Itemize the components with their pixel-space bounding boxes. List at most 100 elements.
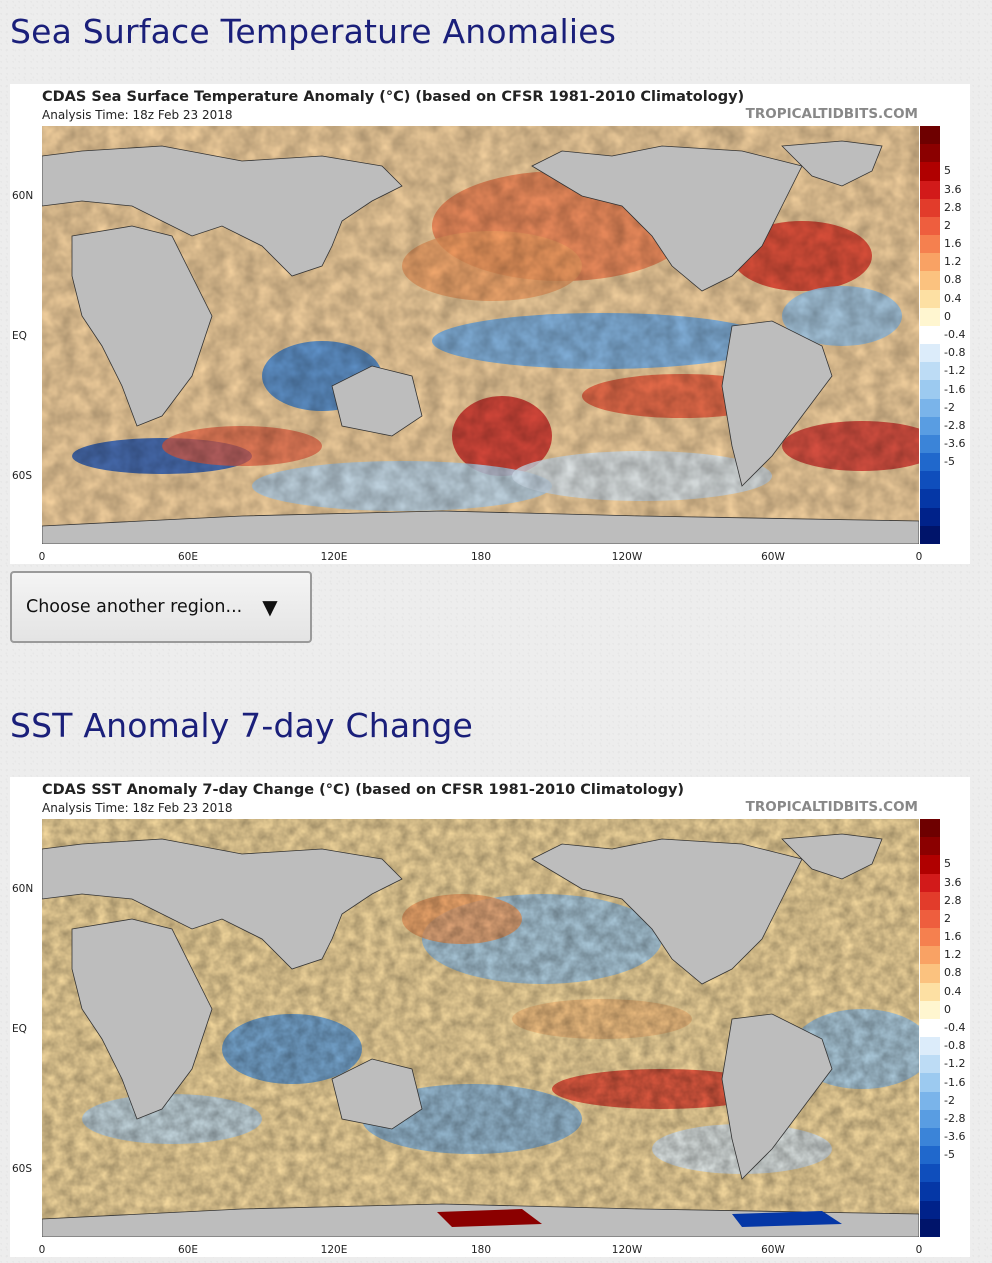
colorbar-tick-label: 5	[944, 857, 951, 871]
lon-label-120w: 120W	[611, 1244, 643, 1256]
colorbar-cell	[920, 198, 940, 218]
colorbar-tick-label: 0.4	[944, 291, 962, 305]
colorbar-tick-label: 0.8	[944, 966, 962, 980]
colorbar-cell	[920, 928, 940, 947]
figure-credit: TROPICALTIDBITS.COM	[745, 799, 918, 815]
colorbar-tick-label: -3.6	[944, 1130, 966, 1144]
lat-label-60n: 60N	[12, 883, 34, 895]
colorbar-cell	[920, 909, 940, 929]
colorbar-cell	[920, 344, 940, 363]
colorbar-tick-label: -1.2	[944, 364, 966, 378]
lon-label-60e: 60E	[178, 1244, 198, 1256]
colorbar-cell	[920, 144, 940, 163]
colorbar-tick-label: 0.4	[944, 984, 962, 998]
colorbar	[920, 126, 940, 545]
colorbar-cell	[920, 819, 940, 838]
colorbar-tick-label: 1.6	[944, 237, 962, 251]
colorbar-cell	[920, 289, 940, 309]
figure-title: CDAS Sea Surface Temperature Anomaly (°C…	[42, 89, 745, 105]
colorbar-tick-label: 1.2	[944, 948, 962, 962]
colorbar-cell	[920, 453, 940, 472]
chevron-down-icon: ▼	[262, 595, 278, 619]
colorbar-tick-label: 1.6	[944, 930, 962, 944]
colorbar-tick-label: 2.8	[944, 200, 962, 214]
region-select-label: Choose another region...	[26, 597, 243, 617]
lat-label-eq: EQ	[12, 1023, 27, 1035]
colorbar-tick-label: -1.6	[944, 1075, 966, 1089]
lon-label-180: 180	[470, 1244, 492, 1256]
colorbar-cell	[920, 416, 940, 436]
colorbar-cell	[920, 398, 940, 418]
colorbar-cell	[920, 964, 940, 984]
colorbar-cell	[920, 380, 940, 400]
colorbar-cell	[920, 271, 940, 291]
colorbar-cell	[920, 126, 940, 145]
lon-label-120e: 120E	[320, 1244, 348, 1256]
colorbar-cell	[920, 180, 940, 200]
lon-label-120e: 120E	[320, 551, 348, 563]
lon-label-120w: 120W	[611, 551, 643, 563]
colorbar-cell	[920, 507, 940, 527]
colorbar-cell	[920, 1000, 940, 1020]
colorbar-tick-label: -2.8	[944, 1111, 966, 1125]
colorbar-cell	[920, 1109, 940, 1129]
colorbar-cell	[920, 1055, 940, 1074]
colorbar-cell	[920, 253, 940, 272]
lat-label-eq: EQ	[12, 330, 27, 342]
colorbar-cell	[920, 235, 940, 254]
colorbar-cell	[920, 307, 940, 327]
colorbar-tick-label: 5	[944, 164, 951, 178]
lat-label-60s: 60S	[12, 1163, 33, 1175]
colorbar-cell	[920, 525, 940, 545]
lon-label-60e: 60E	[178, 551, 198, 563]
lon-label-60w: 60W	[761, 551, 785, 563]
colorbar-cell	[920, 1182, 940, 1202]
colorbar-cell	[920, 1218, 940, 1238]
sst-7day-change-heading: SST Anomaly 7-day Change	[10, 706, 474, 745]
colorbar-tick-label: 2	[944, 911, 951, 925]
colorbar-cell	[920, 216, 940, 236]
sst-7day-change-figure: CDAS SST Anomaly 7-day Change (°C) (base…	[10, 777, 970, 1257]
colorbar-tick-label: 3.6	[944, 875, 962, 889]
colorbar-cell	[920, 982, 940, 1002]
colorbar-cell	[920, 1037, 940, 1056]
figure-title: CDAS SST Anomaly 7-day Change (°C) (base…	[42, 782, 685, 798]
figure-analysis-time: Analysis Time: 18z Feb 23 2018	[42, 801, 233, 815]
lat-label-60n: 60N	[12, 190, 34, 202]
sst-anomaly-figure: CDAS Sea Surface Temperature Anomaly (°C…	[10, 84, 970, 564]
colorbar-cell	[920, 1073, 940, 1093]
colorbar-tick-label: -2	[944, 1093, 955, 1107]
colorbar-tick-label: 1.2	[944, 255, 962, 269]
colorbar-tick-label: -1.2	[944, 1057, 966, 1071]
lon-label-0-west: 0	[38, 551, 46, 563]
colorbar-tick-label: -0.4	[944, 1021, 966, 1034]
lon-label-60w: 60W	[761, 1244, 785, 1256]
lat-label-60s: 60S	[12, 470, 33, 482]
colorbar-cell	[920, 891, 940, 911]
lon-label-0-east: 0	[915, 551, 923, 563]
region-select-dropdown[interactable]: Choose another region... ▼	[10, 571, 312, 643]
colorbar-cell	[920, 471, 940, 490]
colorbar-cell	[920, 1146, 940, 1165]
colorbar-cell	[920, 855, 940, 875]
colorbar-cell	[920, 946, 940, 965]
figure-credit: TROPICALTIDBITS.COM	[745, 106, 918, 122]
colorbar-tick-label: -5	[944, 1148, 955, 1162]
colorbar-tick-label: -0.8	[944, 346, 966, 360]
colorbar-cell	[920, 1164, 940, 1183]
colorbar-tick-label: -2	[944, 400, 955, 414]
colorbar-cell	[920, 325, 940, 345]
colorbar-tick-label: -0.4	[944, 328, 966, 341]
colorbar-tick-label: -0.8	[944, 1039, 966, 1053]
colorbar-tick-label: -5	[944, 455, 955, 469]
colorbar-cell	[920, 489, 940, 509]
sst-anomalies-heading: Sea Surface Temperature Anomalies	[10, 12, 617, 51]
colorbar-cell	[920, 1127, 940, 1147]
colorbar-tick-label: 0.8	[944, 273, 962, 287]
colorbar-tick-label: 0	[944, 1002, 951, 1016]
colorbar-tick-label: -3.6	[944, 437, 966, 451]
sst-anomaly-map	[42, 126, 919, 544]
colorbar-cell	[920, 162, 940, 182]
colorbar-tick-label: 2	[944, 218, 951, 232]
colorbar-tick-label: -1.6	[944, 382, 966, 396]
